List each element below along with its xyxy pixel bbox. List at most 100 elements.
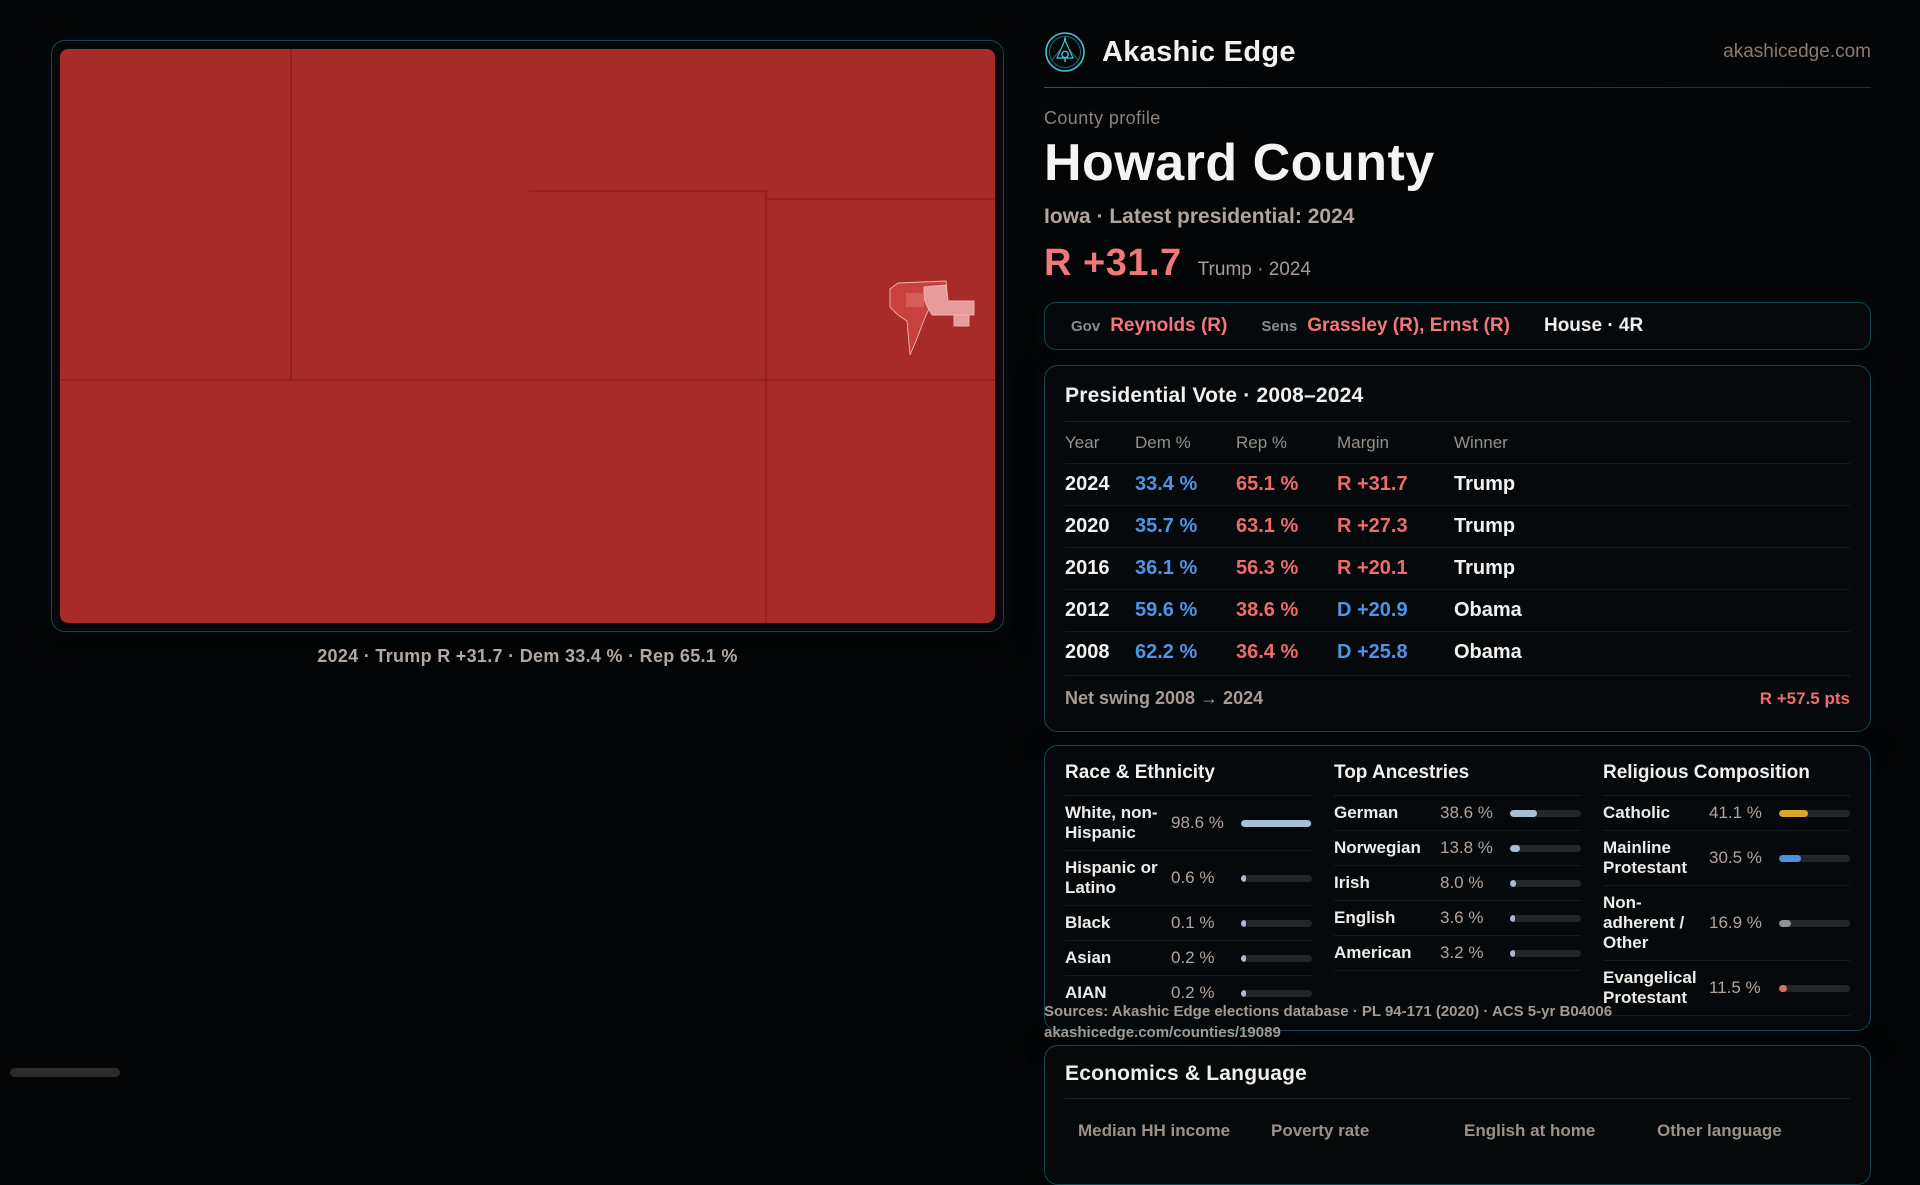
stat-bar (1510, 809, 1581, 817)
ancestries-column: Top Ancestries German 38.6 % Norwegian 1… (1334, 762, 1581, 972)
list-item: Mainline Protestant 30.5 % (1603, 831, 1850, 887)
margin-summary: R +31.7 Trump · 2024 (1044, 242, 1871, 285)
vote-table-header: Year Dem % Rep % Margin Winner (1065, 422, 1850, 463)
col-margin: Margin (1337, 433, 1389, 452)
stat-value: 3.2 % (1440, 943, 1484, 963)
margin-note: Trump · 2024 (1197, 259, 1311, 280)
table-row: 2024 33.4 % 65.1 % R +31.7 Trump (1065, 463, 1850, 505)
list-item: Irish 8.0 % (1334, 866, 1581, 902)
divider (1065, 421, 1850, 422)
list-item: English 3.6 % (1334, 901, 1581, 937)
list-item: AIAN 0.2 % (1065, 976, 1312, 1012)
economics-title: Economics & Language (1065, 1062, 1308, 1086)
rep-cell: 38.6 % (1236, 599, 1299, 621)
stat-bar (1779, 984, 1850, 992)
year-cell: 2012 (1065, 599, 1110, 621)
horizontal-scrollbar-thumb[interactable] (10, 1068, 120, 1077)
stat-label: White, non-Hispanic (1065, 803, 1158, 843)
stat-bar (1510, 949, 1581, 957)
stat-label: Evangelical Protestant (1603, 968, 1697, 1008)
stat-bar (1779, 919, 1850, 927)
stat-bar (1510, 914, 1581, 922)
rep-cell: 36.4 % (1236, 641, 1299, 663)
list-item: American 3.2 % (1334, 936, 1581, 972)
akashic-edge-logo-icon (1045, 32, 1085, 72)
eyebrow-label: County profile (1044, 108, 1161, 128)
religion-column: Religious Composition Catholic 41.1 % Ma… (1603, 762, 1850, 1017)
sens-label: Sens (1261, 317, 1298, 335)
stat-label: Irish (1334, 873, 1370, 893)
table-row: 2016 36.1 % 56.3 % R +20.1 Trump (1065, 547, 1850, 589)
stat-value: 3.6 % (1440, 908, 1484, 928)
stat-bar (1241, 819, 1312, 827)
page-title: Howard County (1044, 134, 1435, 192)
margin-cell: R +31.7 (1337, 473, 1408, 495)
stat-bar (1779, 854, 1850, 862)
stat-value: 13.8 % (1440, 838, 1493, 858)
map-caption: 2024 · Trump R +31.7 · Dem 33.4 % · Rep … (317, 646, 738, 666)
col-median-income: Median HH income (1078, 1121, 1231, 1141)
sources-footer: Sources: Akashic Edge elections database… (1044, 1001, 1804, 1043)
stat-value: 16.9 % (1709, 913, 1762, 933)
county-map[interactable] (60, 49, 995, 623)
stat-value: 41.1 % (1709, 803, 1762, 823)
dem-cell: 35.7 % (1135, 515, 1198, 537)
list-item: Black 0.1 % (1065, 906, 1312, 942)
stat-value: 38.6 % (1440, 803, 1493, 823)
vote-table-title: Presidential Vote · 2008–2024 (1065, 384, 1364, 407)
table-row: 2020 35.7 % 63.1 % R +27.3 Trump (1065, 505, 1850, 547)
list-item: White, non-Hispanic 98.6 % (1065, 796, 1312, 852)
margin-cell: D +20.9 (1337, 599, 1408, 621)
religion-title: Religious Composition (1603, 762, 1850, 796)
list-item: Hispanic or Latino 0.6 % (1065, 851, 1312, 907)
stat-label: German (1334, 803, 1399, 822)
winner-cell: Trump (1454, 515, 1516, 537)
margin-cell: R +27.3 (1337, 515, 1408, 537)
stat-value: 0.6 % (1171, 868, 1215, 888)
col-other-language: Other language (1657, 1121, 1782, 1141)
dem-cell: 36.1 % (1135, 557, 1198, 579)
race-ethnicity-column: Race & Ethnicity White, non-Hispanic 98.… (1065, 762, 1312, 1012)
header-divider (1044, 87, 1871, 88)
margin-badge: R +31.7 (1044, 242, 1182, 284)
stat-value: 0.2 % (1171, 983, 1215, 1003)
col-rep: Rep % (1236, 433, 1288, 452)
stat-value: 0.2 % (1171, 948, 1215, 968)
year-cell: 2024 (1065, 473, 1110, 495)
brand-domain-link[interactable]: akashicedge.com (1723, 41, 1871, 62)
dem-cell: 62.2 % (1135, 641, 1198, 663)
sources-line: Sources: Akashic Edge elections database… (1044, 1003, 1613, 1020)
list-item: German 38.6 % (1334, 796, 1581, 832)
permalink[interactable]: akashicedge.com/counties/19089 (1044, 1024, 1281, 1041)
winner-cell: Obama (1454, 641, 1522, 663)
stat-bar (1241, 919, 1312, 927)
net-swing-label: Net swing 2008 → 2024 (1065, 688, 1264, 708)
house-value: House · 4R (1543, 315, 1644, 336)
economics-panel: Economics & Language Median HH income Po… (1044, 1045, 1871, 1185)
rep-cell: 63.1 % (1236, 515, 1299, 537)
margin-cell: D +25.8 (1337, 641, 1408, 663)
col-dem: Dem % (1135, 433, 1191, 452)
brand-name: Akashic Edge (1102, 35, 1296, 68)
col-winner: Winner (1454, 433, 1508, 452)
winner-cell: Obama (1454, 599, 1522, 621)
precinct-boundaries (60, 49, 995, 623)
stat-value: 11.5 % (1709, 978, 1761, 998)
county-shape (60, 49, 995, 623)
year-cell: 2016 (1065, 557, 1110, 579)
stat-bar (1510, 844, 1581, 852)
county-map-panel (51, 40, 1004, 632)
stat-label: English (1334, 908, 1396, 928)
rep-cell: 65.1 % (1236, 473, 1299, 495)
stat-label: Hispanic or Latino (1065, 858, 1158, 898)
stat-bar (1241, 989, 1312, 997)
stat-value: 0.1 % (1171, 913, 1215, 933)
presidential-vote-panel: Presidential Vote · 2008–2024 Year Dem %… (1044, 365, 1871, 732)
stat-bar (1241, 874, 1312, 882)
dem-cell: 33.4 % (1135, 473, 1198, 495)
demographics-panel: Race & Ethnicity White, non-Hispanic 98.… (1044, 745, 1871, 1032)
ancestries-title: Top Ancestries (1334, 762, 1581, 796)
stat-bar (1510, 879, 1581, 887)
col-year: Year (1065, 433, 1100, 452)
net-swing-value: R +57.5 pts (1759, 688, 1850, 708)
